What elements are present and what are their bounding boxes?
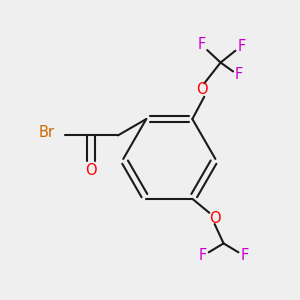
Text: O: O xyxy=(209,211,220,226)
Text: F: F xyxy=(199,248,207,263)
Text: F: F xyxy=(237,39,245,54)
Text: O: O xyxy=(196,82,208,97)
Text: O: O xyxy=(85,163,97,178)
Text: Br: Br xyxy=(39,125,55,140)
Text: F: F xyxy=(240,248,248,263)
Text: F: F xyxy=(234,67,242,82)
Text: F: F xyxy=(197,37,206,52)
